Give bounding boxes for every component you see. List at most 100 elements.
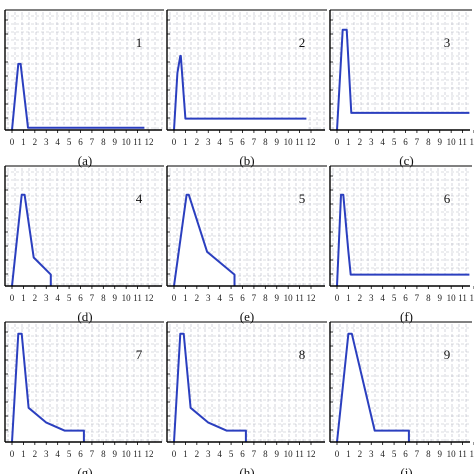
x-tick-label: 8: [263, 293, 268, 303]
x-tick-label: 6: [403, 293, 408, 303]
x-tick-label: 7: [90, 449, 95, 459]
x-tick-label: 3: [369, 293, 374, 303]
x-tick-label: 0: [335, 137, 340, 147]
x-tick-label: 2: [195, 293, 200, 303]
x-tick-label: 3: [369, 449, 374, 459]
x-tick-label: 1: [346, 449, 351, 459]
panel-number: 7: [136, 347, 143, 362]
panel-number: 2: [299, 35, 306, 50]
x-tick-label: 4: [217, 137, 222, 147]
panel-caption: (d): [77, 309, 92, 324]
panel-grid: [331, 168, 470, 286]
x-tick-label: 2: [33, 449, 38, 459]
x-tick-label: 1: [21, 137, 26, 147]
series-area: [337, 29, 470, 131]
panel-caption: (f): [400, 309, 413, 324]
x-tick-label: 9: [113, 137, 118, 147]
x-tick-label: 4: [55, 449, 60, 459]
panel-number: 1: [136, 35, 143, 50]
x-tick-label: 10: [284, 449, 294, 459]
x-tick-label: 5: [67, 137, 72, 147]
x-tick-label: 9: [438, 137, 443, 147]
x-tick-label: 5: [229, 449, 234, 459]
x-tick-label: 9: [113, 449, 118, 459]
series-area: [12, 333, 84, 442]
x-tick-label: 8: [101, 293, 106, 303]
panel-caption: (c): [399, 153, 413, 168]
x-tick-label: 3: [44, 293, 49, 303]
x-tick-label: 8: [101, 449, 106, 459]
x-tick-label: 4: [217, 293, 222, 303]
panel-number: 4: [136, 191, 143, 206]
x-tick-label: 8: [263, 137, 268, 147]
x-tick-label: 1: [21, 449, 26, 459]
panel-caption: (i): [400, 465, 412, 474]
x-tick-label: 5: [67, 449, 72, 459]
x-tick-label: 9: [275, 137, 280, 147]
x-tick-label: 12: [307, 449, 316, 459]
x-tick-label: 4: [380, 449, 385, 459]
x-tick-label: 0: [335, 293, 340, 303]
x-tick-label: 10: [122, 449, 132, 459]
x-tick-label: 11: [133, 293, 142, 303]
x-tick-label: 10: [284, 137, 294, 147]
panel-caption: (h): [239, 465, 254, 474]
x-tick-label: 2: [195, 137, 200, 147]
x-tick-label: 0: [172, 449, 177, 459]
panel-caption: (a): [78, 153, 92, 168]
x-tick-label: 12: [470, 449, 474, 459]
panel-caption: (g): [77, 465, 92, 474]
x-tick-label: 0: [10, 137, 15, 147]
x-tick-label: 11: [458, 137, 467, 147]
series-line: [336, 28, 470, 131]
x-tick-label: 1: [21, 293, 26, 303]
panel-grid: [6, 12, 163, 130]
x-tick-label: 9: [275, 293, 280, 303]
x-tick-label: 4: [55, 137, 60, 147]
x-tick-label: 4: [380, 293, 385, 303]
x-tick-label: 6: [403, 137, 408, 147]
series-area: [337, 333, 409, 442]
x-tick-label: 3: [206, 137, 211, 147]
x-tick-label: 5: [392, 137, 397, 147]
x-tick-label: 11: [458, 449, 467, 459]
x-tick-label: 10: [447, 449, 457, 459]
x-tick-label: 3: [369, 137, 374, 147]
x-tick-label: 12: [307, 137, 316, 147]
x-tick-label: 2: [358, 449, 363, 459]
x-tick-label: 7: [415, 449, 420, 459]
panel-caption: (b): [239, 153, 254, 168]
series-line: [173, 193, 236, 287]
panel-number: 6: [444, 191, 451, 206]
x-tick-label: 9: [275, 449, 280, 459]
x-tick-label: 9: [113, 293, 118, 303]
x-tick-label: 1: [346, 293, 351, 303]
series-line: [11, 193, 52, 287]
x-tick-label: 11: [295, 137, 304, 147]
x-tick-label: 3: [44, 137, 49, 147]
series-line: [11, 332, 85, 443]
x-tick-label: 8: [426, 137, 431, 147]
series-line: [173, 54, 307, 131]
x-tick-label: 7: [252, 293, 257, 303]
x-tick-label: 10: [122, 137, 132, 147]
series-line: [11, 62, 145, 131]
x-tick-label: 1: [183, 137, 188, 147]
x-tick-label: 10: [284, 293, 294, 303]
x-tick-label: 6: [240, 449, 245, 459]
x-tick-label: 3: [206, 449, 211, 459]
panel-8: 0 1 2 3 4 5 6 7 8 9 10 11 128(h): [166, 321, 327, 474]
x-tick-label: 6: [403, 449, 408, 459]
x-tick-label: 8: [426, 293, 431, 303]
x-tick-label: 1: [346, 137, 351, 147]
x-tick-label: 8: [426, 449, 431, 459]
x-tick-label: 7: [90, 137, 95, 147]
x-tick-label: 12: [145, 137, 154, 147]
x-tick-label: 3: [44, 449, 49, 459]
x-tick-label: 10: [447, 293, 457, 303]
panel-3: 01234567891011123(c): [329, 9, 474, 168]
x-tick-label: 11: [295, 449, 304, 459]
panel-grid: [168, 12, 325, 130]
series-line: [336, 332, 410, 443]
